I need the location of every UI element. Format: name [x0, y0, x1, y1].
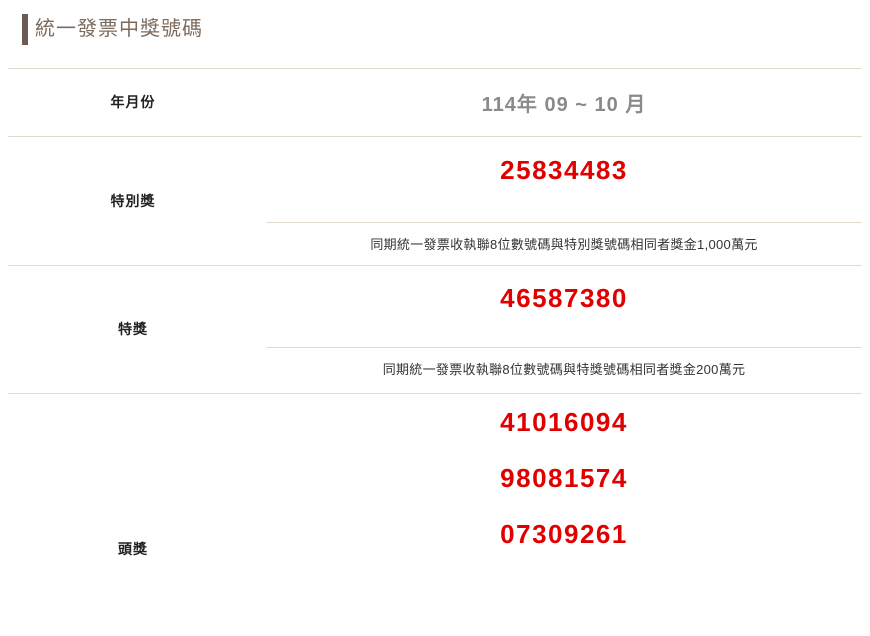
row-label-special-prize: 特別獎 [0, 137, 266, 265]
prize-description-special-prize: 同期統一發票收執聯8位數號碼與特別獎號碼相同者獎金1,000萬元 [370, 237, 758, 252]
divider-after-period [8, 136, 862, 137]
winning-number: 07309261 [500, 519, 628, 549]
winning-number: 25834483 [500, 155, 628, 185]
divider-inner-special-prize [266, 222, 862, 223]
divider-top [8, 68, 862, 69]
table-row-first-prize: 頭獎 41016094 98081574 07309261 同期統一發票收執聯8… [0, 393, 870, 636]
row-label-period: 年月份 [0, 68, 266, 136]
prize-description-grand-prize: 同期統一發票收執聯8位數號碼與特獎號碼相同者獎金200萬元 [382, 362, 746, 377]
table-row-period: 年月份 114年 09 ~ 10 月 [0, 68, 870, 136]
row-label-special-prize-text: 特別獎 [110, 193, 156, 209]
table-row-grand-prize: 特獎 46587380 同期統一發票收執聯8位數號碼與特獎號碼相同者獎金200萬… [0, 265, 870, 393]
title-accent-bar [22, 14, 28, 45]
winning-number: 46587380 [500, 283, 628, 313]
row-label-grand-prize-text: 特獎 [118, 321, 148, 337]
row-content-grand-prize: 46587380 同期統一發票收執聯8位數號碼與特獎號碼相同者獎金200萬元 [266, 265, 862, 393]
row-label-first-prize-text: 頭獎 [118, 540, 148, 557]
winning-number: 41016094 [500, 407, 628, 437]
row-label-first-prize: 頭獎 [0, 393, 266, 636]
winning-number: 98081574 [500, 463, 628, 493]
table-row-special-prize: 特別獎 25834483 同期統一發票收執聯8位數號碼與特別獎號碼相同者獎金1,… [0, 137, 870, 265]
row-content-special-prize: 25834483 同期統一發票收執聯8位數號碼與特別獎號碼相同者獎金1,000萬… [266, 137, 862, 265]
page-title: 統一發票中獎號碼 [35, 18, 203, 40]
number-list-special-prize: 25834483 [266, 155, 862, 186]
row-label-grand-prize: 特獎 [0, 265, 266, 393]
divider-after-grand-prize [8, 393, 862, 394]
divider-after-special-prize [8, 265, 862, 266]
page-header: 統一發票中獎號碼 [0, 0, 870, 68]
number-list-first-prize: 41016094 98081574 07309261 [266, 407, 862, 550]
number-list-grand-prize: 46587380 [266, 283, 862, 314]
divider-inner-grand-prize [266, 347, 862, 348]
row-label-period-text: 年月份 [110, 94, 156, 110]
row-content-period: 114年 09 ~ 10 月 [266, 68, 862, 136]
row-content-first-prize: 41016094 98081574 07309261 同期統一發票收執聯8位數號… [266, 393, 862, 636]
period-value: 114年 09 ~ 10 月 [481, 93, 647, 116]
